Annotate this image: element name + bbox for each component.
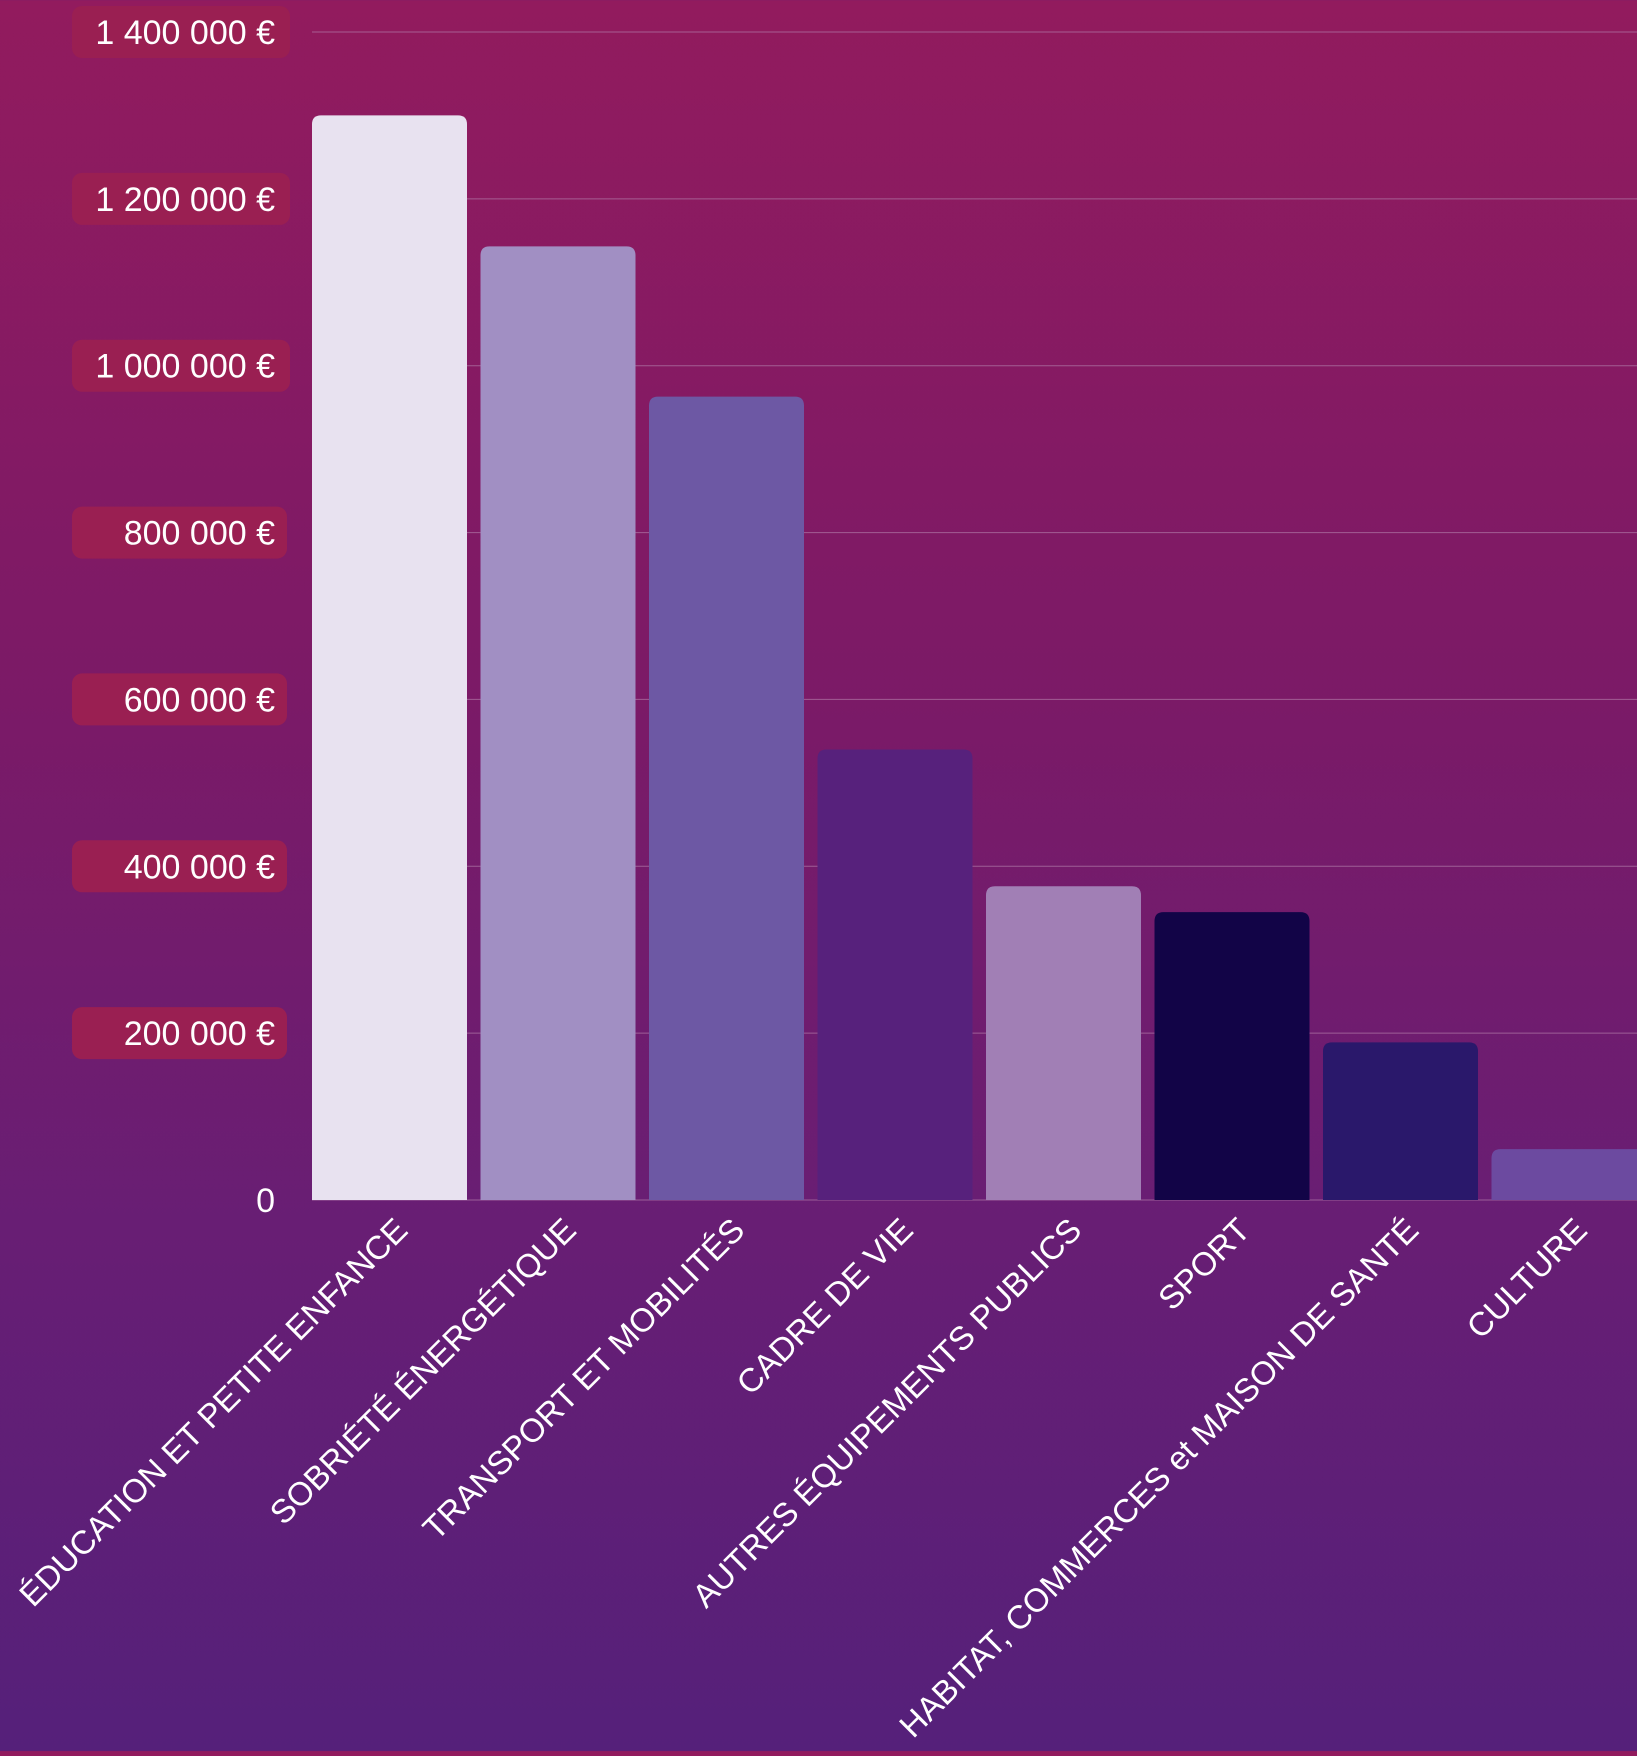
- bar-7: [1323, 1042, 1478, 1200]
- x-tick-label: CADRE DE VIE: [729, 1211, 920, 1402]
- bar-2: [481, 246, 636, 1200]
- y-tick-label: 1 000 000 €: [95, 348, 275, 386]
- x-tick-label: CULTURE: [1459, 1211, 1594, 1346]
- bar-4: [818, 749, 973, 1200]
- bar-5: [986, 886, 1141, 1200]
- y-tick-label: 200 000 €: [124, 1015, 275, 1053]
- bar-3: [649, 397, 804, 1200]
- bars: [312, 115, 1637, 1200]
- y-tick-label: 1 200 000 €: [95, 181, 275, 219]
- bar-6: [1155, 912, 1310, 1200]
- y-tick-label: 400 000 €: [124, 848, 275, 886]
- y-tick-label: 800 000 €: [124, 515, 275, 553]
- x-tick-label: TRANSPORT ET MOBILITÉS: [415, 1211, 751, 1547]
- x-tick-label: SOBRIÉTÉ ÉNERGÉTIQUE: [262, 1211, 582, 1531]
- x-tick-label: AUTRES ÉQUIPEMENTS PUBLICS: [685, 1211, 1088, 1614]
- y-axis-tick-labels: 0 200 000 € 400 000 € 600 000 € 800 000 € 1 0…: [72, 6, 290, 1220]
- bar-1: [312, 115, 467, 1200]
- y-tick-label: 0: [256, 1182, 275, 1220]
- bar-8: [1492, 1149, 1637, 1200]
- y-tick-label: 1 400 000 €: [95, 14, 275, 52]
- x-tick-label: ÉDUCATION ET PETITE ENFANCE: [12, 1211, 415, 1614]
- y-tick-label: 600 000 €: [124, 681, 275, 719]
- x-tick-label: SPORT: [1151, 1211, 1257, 1317]
